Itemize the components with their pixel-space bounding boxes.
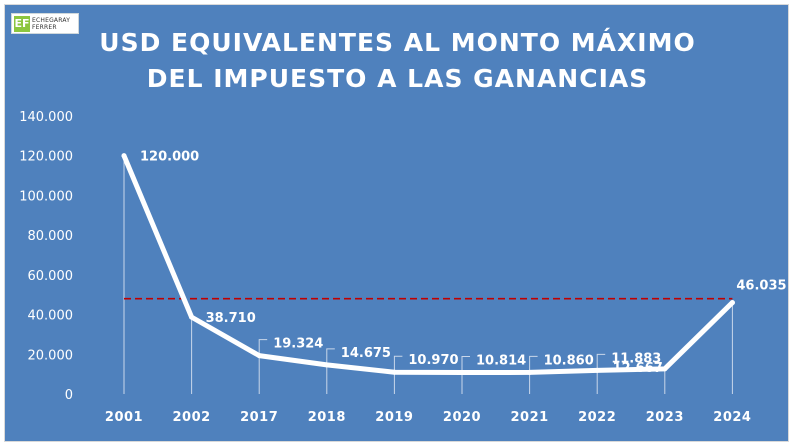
logo-line1: ECHEGARAY xyxy=(32,16,71,24)
y-tick-label: 120.000 xyxy=(19,150,73,165)
x-tick-label: 2001 xyxy=(105,410,143,425)
data-label: 11.883 xyxy=(611,351,661,366)
chart-title-line2: DEL IMPUESTO A LAS GANANCIAS xyxy=(146,64,649,93)
data-point xyxy=(527,369,533,375)
data-label: 10.814 xyxy=(476,354,526,369)
data-label: 46.035 xyxy=(736,279,786,294)
y-tick-label: 100.000 xyxy=(19,189,73,204)
y-tick-label: 40.000 xyxy=(28,309,74,324)
data-point xyxy=(459,370,465,376)
x-tick-label: 2023 xyxy=(646,410,684,425)
label-leader xyxy=(461,356,470,371)
label-leader xyxy=(393,355,403,371)
data-label: 12.667 xyxy=(613,361,663,376)
data-point xyxy=(324,362,330,368)
y-tick-label: 80.000 xyxy=(28,229,74,244)
chart-title-line1: USD EQUIVALENTES AL MONTO MÁXIMO xyxy=(99,28,696,57)
x-tick-label: 2021 xyxy=(511,410,549,425)
logo-line2: FERRER xyxy=(32,23,57,31)
x-tick-label: 2018 xyxy=(308,410,346,425)
data-label: 19.324 xyxy=(273,337,323,352)
label-leader xyxy=(258,339,268,354)
data-point xyxy=(121,153,127,159)
y-tick-label: 20.000 xyxy=(28,348,74,363)
label-leader xyxy=(529,355,538,371)
x-tick-label: 2019 xyxy=(375,410,413,425)
data-label: 120.000 xyxy=(140,150,199,165)
chart-frame: EF ECHEGARAY FERRER USD EQUIVALENTES AL … xyxy=(4,4,789,442)
line-chart: 0 20.000 40.000 60.000 80.000 100.000 120.000 1… xyxy=(19,110,786,425)
chart-title: USD EQUIVALENTES AL MONTO MÁXIMO DEL IMP… xyxy=(5,25,790,97)
data-label: 14.675 xyxy=(341,346,391,361)
label-leader xyxy=(596,353,606,369)
data-point xyxy=(662,366,668,372)
y-tick-label: 0 xyxy=(65,388,73,403)
x-tick-label: 2022 xyxy=(578,410,616,425)
x-tick-label: 2002 xyxy=(173,410,211,425)
data-label: 10.970 xyxy=(408,353,458,368)
data-point xyxy=(729,300,735,306)
data-label: 38.710 xyxy=(206,311,256,326)
logo: EF ECHEGARAY FERRER xyxy=(11,13,79,34)
label-leader xyxy=(326,348,335,363)
data-point xyxy=(594,367,600,373)
data-point xyxy=(256,353,262,359)
data-label: 10.860 xyxy=(544,353,594,368)
y-tick-label: 140.000 xyxy=(19,110,73,125)
x-tick-label: 2024 xyxy=(713,410,751,425)
y-tick-label: 60.000 xyxy=(28,269,74,284)
x-tick-label: 2017 xyxy=(240,410,278,425)
series-line xyxy=(121,153,735,376)
logo-text: ECHEGARAY FERRER xyxy=(32,17,70,31)
data-point xyxy=(189,314,195,320)
logo-mark: EF xyxy=(14,15,30,32)
x-tick-label: 2020 xyxy=(443,410,481,425)
data-point xyxy=(391,369,397,375)
